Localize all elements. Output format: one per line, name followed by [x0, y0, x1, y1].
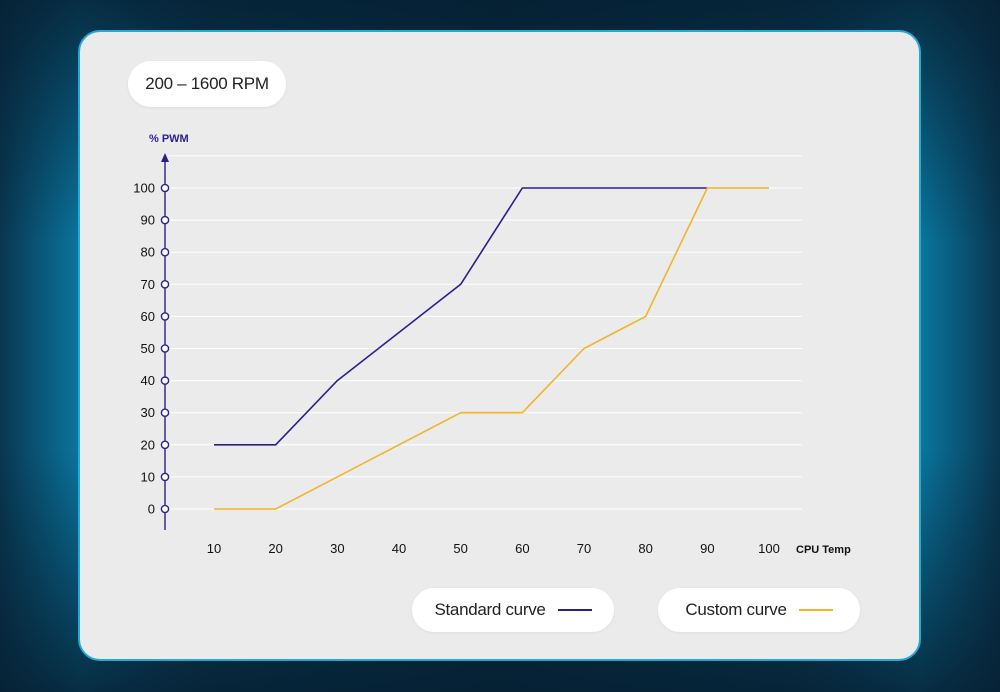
y-axis-title: % PWM: [149, 133, 189, 145]
x-tick-label: 10: [207, 541, 221, 556]
y-tick-label: 20: [141, 437, 155, 452]
y-tick-marker: [160, 344, 170, 353]
y-tick-label: 60: [141, 309, 155, 324]
y-tick-marker: [160, 504, 170, 514]
legend-custom-label: Custom curve: [685, 600, 787, 619]
legend-standard-label: Standard curve: [434, 600, 546, 619]
x-axis-title: CPU Temp: [796, 544, 851, 556]
chart-card: 200 – 1600 RPM Standard curve Custom cur…: [78, 30, 921, 661]
x-tick-label: 20: [268, 541, 282, 556]
y-tick-marker: [160, 312, 170, 321]
x-tick-label: 60: [515, 541, 529, 556]
y-tick-label: 10: [141, 469, 155, 484]
legend-standard-curve: Standard curve: [412, 588, 614, 632]
x-tick-label: 40: [392, 541, 406, 556]
x-tick-label: 80: [638, 541, 652, 556]
y-tick-marker: [160, 247, 170, 257]
custom-curve-line: [214, 187, 769, 510]
legend-custom-swatch: [798, 609, 833, 611]
y-tick-marker: [160, 376, 170, 385]
y-axis-arrow: [161, 153, 169, 162]
x-tick-label: 100: [758, 541, 780, 556]
y-tick-marker: [160, 215, 170, 225]
y-tick-label: 70: [141, 277, 155, 292]
y-tick-label: 80: [141, 245, 155, 260]
y-tick-label: 0: [148, 502, 155, 517]
y-tick-label: 100: [133, 181, 155, 196]
x-tick-label: 90: [700, 541, 714, 556]
legend-standard-swatch: [557, 609, 592, 611]
y-tick-marker: [160, 279, 170, 289]
y-tick-label: 30: [141, 405, 155, 420]
y-tick-label: 90: [141, 213, 155, 228]
y-tick-marker: [160, 440, 170, 450]
standard-curve-line: [214, 187, 708, 446]
y-tick-marker: [160, 408, 170, 418]
rpm-range-label: 200 – 1600 RPM: [145, 74, 269, 93]
legend-custom-curve: Custom curve: [658, 588, 860, 632]
y-tick-marker: [160, 183, 170, 193]
x-tick-label: 30: [330, 541, 344, 556]
rpm-range-badge: 200 – 1600 RPM: [128, 61, 286, 107]
x-tick-label: 50: [453, 541, 467, 556]
y-tick-marker: [160, 472, 170, 482]
y-tick-label: 50: [141, 341, 155, 356]
x-tick-label: 70: [577, 541, 591, 556]
y-tick-label: 40: [141, 373, 155, 388]
